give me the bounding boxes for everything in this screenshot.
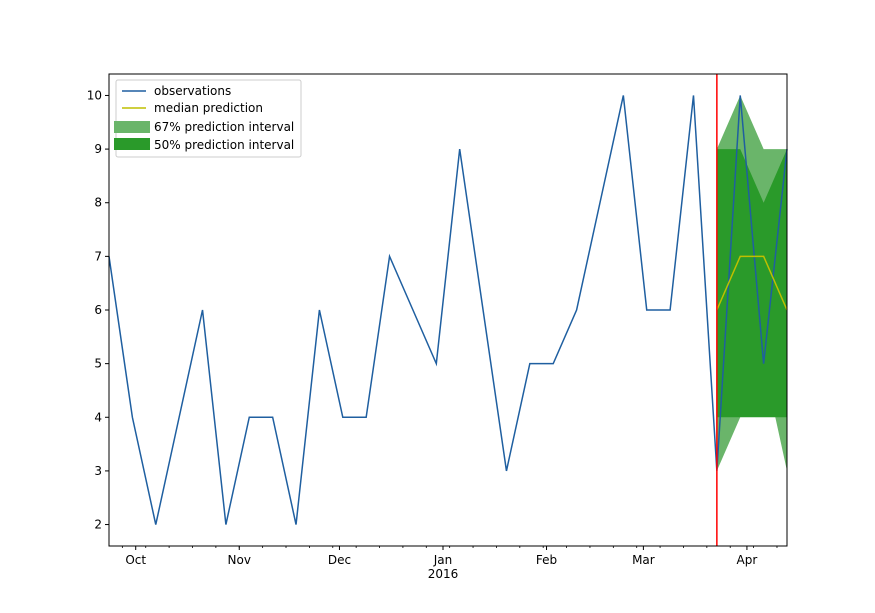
- legend-50-interval-swatch: [114, 138, 150, 150]
- legend-frame: [115, 79, 302, 158]
- median-prediction-line: [716, 255, 788, 311]
- y-tick-label: 2: [94, 518, 102, 532]
- y-tick-label: 6: [94, 303, 102, 317]
- observations-line: [108, 95, 788, 525]
- x-tick-sublabel: 2016: [428, 567, 459, 581]
- y-tick-label: 9: [94, 142, 102, 156]
- x-tick-label: Nov: [228, 553, 251, 567]
- x-tick-label: Oct: [125, 553, 146, 567]
- legend-observations-label: observations: [154, 84, 231, 98]
- x-tick-label: Mar: [632, 553, 655, 567]
- legend-50-interval-label: 50% prediction interval: [154, 138, 294, 152]
- series-lines: [108, 74, 788, 546]
- legend-67-interval-label: 67% prediction interval: [154, 120, 294, 134]
- legend: observations median prediction 67% predi…: [114, 79, 302, 158]
- x-tick-label: Jan: [433, 553, 453, 567]
- y-tick-label: 3: [94, 464, 102, 478]
- interval-50-band: [716, 149, 787, 418]
- y-tick-label: 4: [94, 410, 102, 424]
- x-tick-label: Dec: [328, 553, 351, 567]
- y-tick-label: 10: [87, 88, 102, 102]
- x-tick-label: Apr: [737, 553, 758, 567]
- y-tick-label: 7: [94, 249, 102, 263]
- y-tick-label: 8: [94, 196, 102, 210]
- y-tick-label: 5: [94, 357, 102, 371]
- legend-median-label: median prediction: [154, 101, 263, 115]
- prediction-intervals: [716, 95, 787, 471]
- x-tick-label: Feb: [536, 553, 557, 567]
- legend-67-interval-swatch: [114, 121, 150, 133]
